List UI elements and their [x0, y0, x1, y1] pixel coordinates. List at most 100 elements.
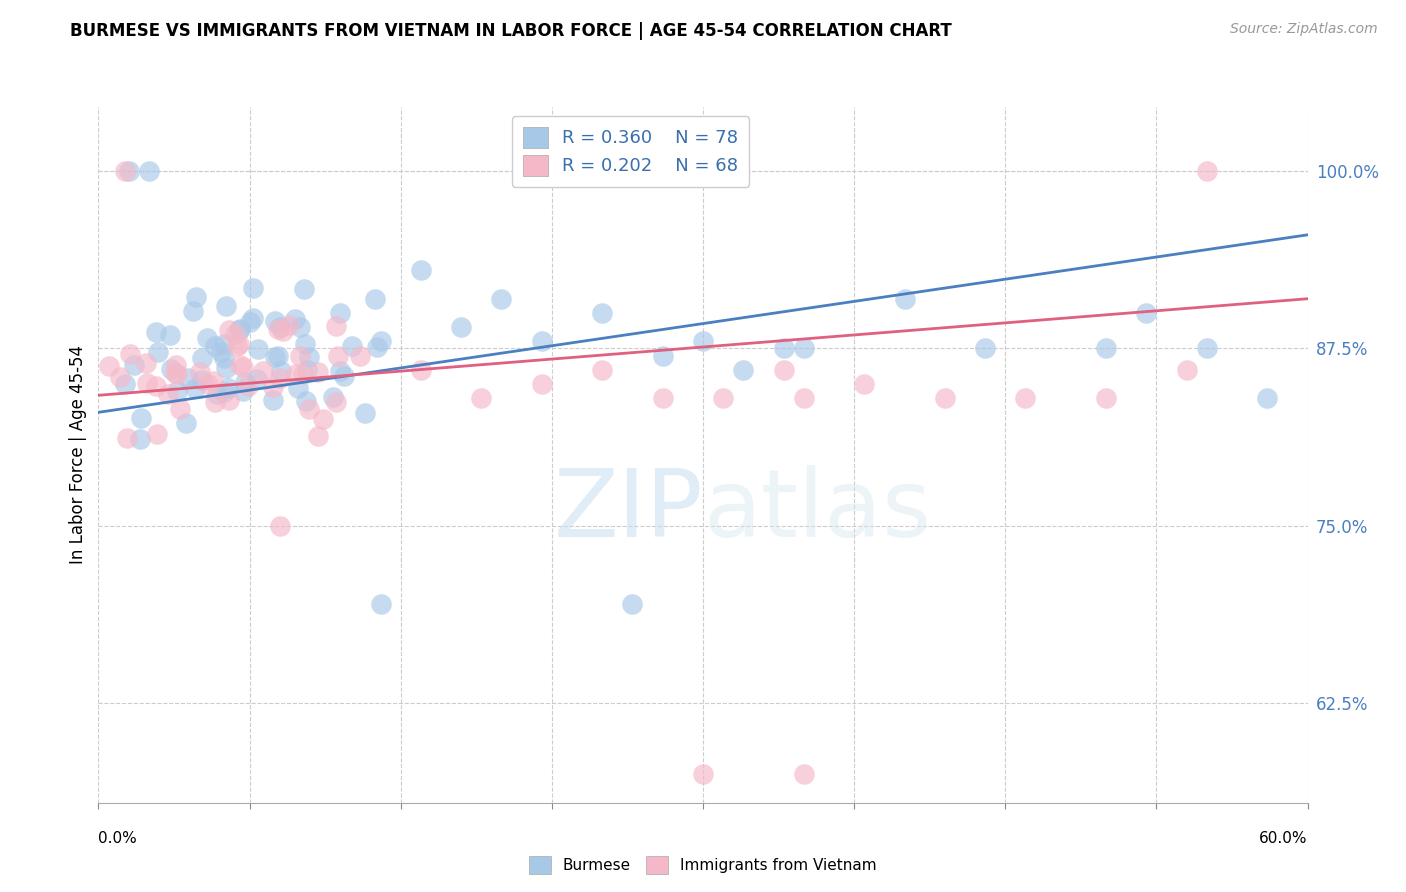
Point [138, 164, 160, 178]
Point [1195, 164, 1218, 178]
Point [217, 382, 239, 396]
Point [166, 367, 188, 381]
Point [530, 376, 553, 391]
Point [491, 292, 513, 306]
Point [233, 376, 256, 390]
Point [325, 319, 347, 334]
Point [294, 393, 316, 408]
Point [370, 334, 392, 349]
Point [269, 319, 291, 334]
Point [242, 310, 264, 325]
Point [115, 432, 138, 446]
Point [135, 356, 157, 370]
Point [188, 365, 211, 379]
Point [370, 597, 392, 611]
Point [307, 429, 329, 443]
Point [711, 391, 734, 405]
Point [271, 324, 294, 338]
Point [772, 342, 794, 356]
Point [183, 304, 205, 318]
Point [692, 334, 714, 349]
Point [409, 263, 432, 277]
Point [1095, 391, 1118, 405]
Point [264, 350, 287, 364]
Point [292, 282, 315, 296]
Point [278, 318, 301, 332]
Point [145, 325, 167, 339]
Point [262, 392, 284, 407]
Point [205, 386, 228, 401]
Point [651, 391, 673, 405]
Point [329, 364, 352, 378]
Point [225, 338, 247, 352]
Point [621, 597, 644, 611]
Point [1135, 306, 1157, 320]
Point [1195, 342, 1218, 356]
Point [267, 321, 290, 335]
Point [136, 376, 159, 390]
Point [247, 343, 270, 357]
Point [450, 320, 472, 334]
Text: atlas: atlas [703, 465, 931, 557]
Point [307, 365, 329, 379]
Y-axis label: In Labor Force | Age 45-54: In Labor Force | Age 45-54 [69, 345, 87, 565]
Point [214, 337, 236, 351]
Point [246, 372, 269, 386]
Point [228, 323, 250, 337]
Point [176, 416, 198, 430]
Point [209, 344, 232, 359]
Point [269, 370, 291, 384]
Point [232, 384, 254, 398]
Point [166, 384, 188, 399]
Point [98, 359, 121, 374]
Point [190, 373, 212, 387]
Point [288, 349, 311, 363]
Point [186, 290, 208, 304]
Point [262, 379, 284, 393]
Point [229, 322, 252, 336]
Point [354, 406, 377, 420]
Point [218, 323, 240, 337]
Legend: R = 0.360    N = 78, R = 0.202    N = 68: R = 0.360 N = 78, R = 0.202 N = 68 [512, 116, 749, 186]
Point [267, 349, 290, 363]
Point [214, 385, 236, 400]
Point [651, 349, 673, 363]
Point [591, 362, 613, 376]
Point [893, 292, 915, 306]
Point [122, 358, 145, 372]
Point [242, 281, 264, 295]
Point [530, 334, 553, 349]
Point [145, 427, 167, 442]
Point [114, 377, 136, 392]
Point [229, 358, 252, 372]
Point [269, 519, 291, 533]
Point [853, 376, 876, 391]
Point [204, 395, 226, 409]
Point [218, 393, 240, 408]
Point [195, 331, 218, 345]
Text: ZIP: ZIP [554, 465, 703, 557]
Point [294, 337, 316, 351]
Point [270, 364, 292, 378]
Point [298, 402, 321, 417]
Point [298, 350, 321, 364]
Text: 0.0%: 0.0% [98, 830, 138, 846]
Point [159, 362, 181, 376]
Point [295, 362, 318, 376]
Point [232, 359, 254, 374]
Point [212, 351, 235, 365]
Point [1175, 362, 1198, 376]
Point [184, 381, 207, 395]
Point [793, 391, 815, 405]
Point [228, 337, 250, 351]
Point [288, 320, 311, 334]
Point [1095, 342, 1118, 356]
Point [215, 300, 238, 314]
Point [325, 394, 347, 409]
Point [131, 410, 153, 425]
Text: 60.0%: 60.0% [1260, 830, 1308, 846]
Point [333, 369, 356, 384]
Point [163, 366, 186, 380]
Point [1014, 391, 1036, 405]
Point [974, 342, 997, 356]
